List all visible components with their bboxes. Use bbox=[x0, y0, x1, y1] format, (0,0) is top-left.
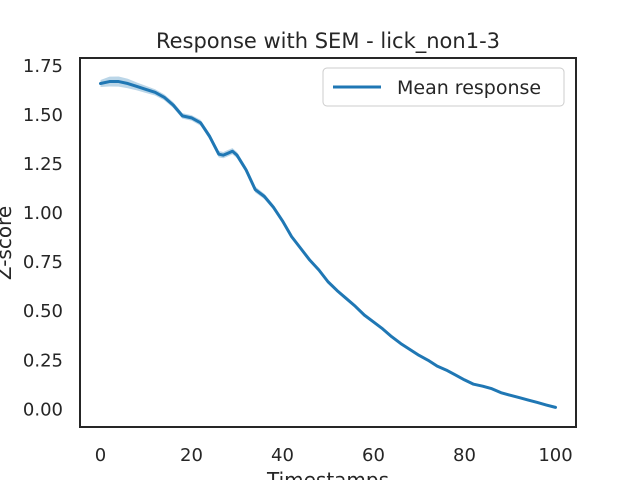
x-tick-label: 40 bbox=[271, 445, 294, 466]
y-axis-label: Z-score bbox=[0, 206, 16, 280]
y-axis-ticks: 0.00 0.25 0.50 0.75 1.00 1.25 1.50 1.75 bbox=[23, 56, 63, 420]
legend: Mean response bbox=[322, 67, 565, 107]
series-line-mean-response bbox=[98, 80, 558, 409]
x-axis-label: Timestamps bbox=[266, 468, 389, 480]
x-axis-ticks: 0 20 40 60 80 100 bbox=[95, 445, 573, 466]
axes-frame bbox=[79, 57, 577, 428]
y-tick-label: 0.50 bbox=[23, 301, 63, 322]
y-tick-label: 1.75 bbox=[23, 56, 63, 77]
y-tick-label: 1.50 bbox=[23, 105, 63, 126]
y-tick-label: 0.25 bbox=[23, 350, 63, 371]
x-tick-label: 80 bbox=[453, 445, 476, 466]
x-tick-label: 0 bbox=[95, 445, 106, 466]
legend-box bbox=[322, 67, 565, 107]
legend-label-mean-response: Mean response bbox=[397, 77, 541, 99]
chart-title: Response with SEM - lick_non1-3 bbox=[156, 29, 500, 54]
y-tick-label: 0.75 bbox=[23, 252, 63, 273]
x-tick-label: 60 bbox=[362, 445, 385, 466]
x-tick-label: 20 bbox=[180, 445, 203, 466]
plot-area bbox=[98, 76, 558, 409]
x-tick-label: 100 bbox=[538, 445, 572, 466]
y-tick-label: 0.00 bbox=[23, 399, 63, 420]
y-tick-label: 1.25 bbox=[23, 154, 63, 175]
y-tick-label: 1.00 bbox=[23, 203, 63, 224]
